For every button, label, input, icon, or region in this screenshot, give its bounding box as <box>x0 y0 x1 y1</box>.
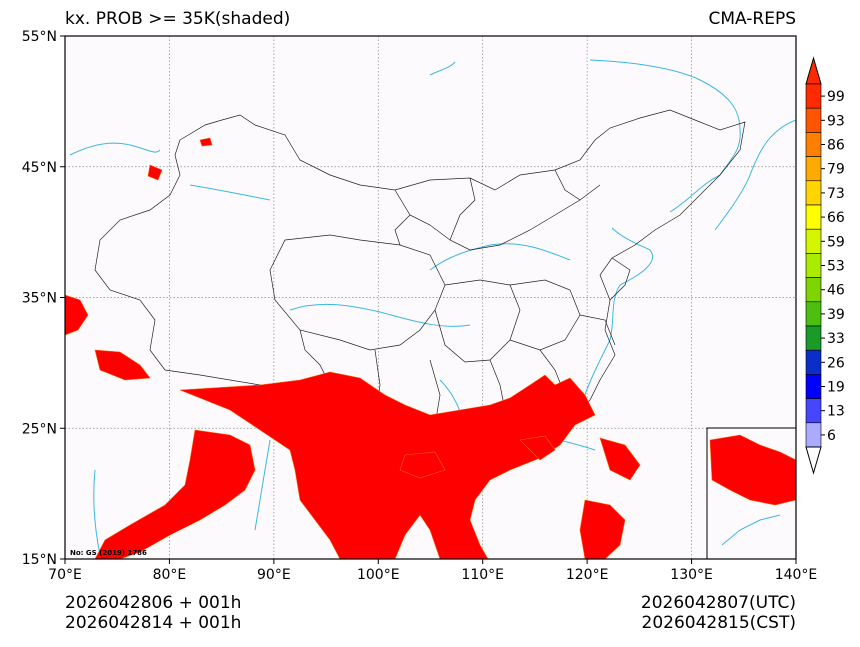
colorbar-label: 79 <box>827 162 845 178</box>
colorbar-segment <box>805 107 822 133</box>
colorbar-label: 93 <box>827 113 845 129</box>
lat-label: 35°N <box>22 291 57 307</box>
lon-label: 120°E <box>566 567 609 583</box>
lat-label: 15°N <box>22 552 57 568</box>
inset-shading <box>709 434 796 506</box>
colorbar-segment <box>805 132 822 157</box>
footer-right: 2026042807(UTC) 2026042815(CST) <box>641 593 796 633</box>
lon-label: 140°E <box>775 567 818 583</box>
lon-label: 100°E <box>357 567 400 583</box>
colorbar-label: 86 <box>827 138 845 154</box>
lon-label: 70°E <box>48 567 82 583</box>
colorbar-segment <box>805 422 822 448</box>
colorbar-segment <box>805 349 822 375</box>
footer-left: 2026042806 + 001h 2026042814 + 001h <box>65 593 241 633</box>
probability-shading <box>65 137 796 559</box>
colorbar-label: 26 <box>827 355 845 371</box>
valid-time-cst: 2026042815(CST) <box>641 613 796 633</box>
colorbar-segment <box>805 156 822 182</box>
colorbar-segment <box>805 253 822 278</box>
inset-coast <box>721 514 781 546</box>
colorbar-label: 99 <box>827 89 845 105</box>
model-name: CMA-REPS <box>708 9 796 29</box>
colorbar: 99 93 86 79 73 66 59 53 46 39 33 26 19 13 6 <box>805 56 845 475</box>
colorbar-label: 6 <box>827 428 836 444</box>
colorbar-segment <box>805 228 822 254</box>
lat-label: 25°N <box>22 421 57 437</box>
colorbar-label: 73 <box>827 186 845 202</box>
colorbar-label: 59 <box>827 234 845 250</box>
colorbar-label: 46 <box>827 283 845 299</box>
colorbar-label: 13 <box>827 404 845 420</box>
colorbar-label: 39 <box>827 307 845 323</box>
lat-label: 55°N <box>22 29 57 45</box>
colorbar-min-arrow <box>805 446 822 475</box>
map-credit: No: GS (2019) 1786 <box>70 549 147 557</box>
colorbar-segment <box>805 374 822 399</box>
colorbar-segment <box>805 204 822 230</box>
lon-label: 90°E <box>257 567 291 583</box>
lon-label: 130°E <box>670 567 713 583</box>
colorbar-label: 53 <box>827 259 845 275</box>
lon-label: 110°E <box>461 567 504 583</box>
latitude-labels: 55°N 45°N 35°N 25°N 15°N <box>22 29 65 568</box>
lat-label: 45°N <box>22 160 57 176</box>
colorbar-segment <box>805 180 822 206</box>
init-time-utc: 2026042806 + 001h <box>65 593 242 613</box>
valid-time-utc: 2026042807(UTC) <box>640 593 796 613</box>
map-title: kx. PROB >= 35K(shaded) <box>65 9 291 29</box>
colorbar-label: 19 <box>827 380 845 396</box>
lon-label: 80°E <box>153 567 187 583</box>
colorbar-segment <box>805 83 822 109</box>
colorbar-segment <box>805 301 822 327</box>
colorbar-max-arrow <box>805 56 822 85</box>
colorbar-label: 33 <box>827 331 845 347</box>
longitude-labels: 70°E 80°E 90°E 100°E 110°E 120°E 130°E 140°E <box>48 559 817 583</box>
colorbar-segment <box>805 398 822 424</box>
colorbar-segment <box>805 277 822 303</box>
colorbar-label: 66 <box>827 210 845 226</box>
init-time-cst: 2026042814 + 001h <box>65 613 242 633</box>
colorbar-segment <box>805 325 822 351</box>
